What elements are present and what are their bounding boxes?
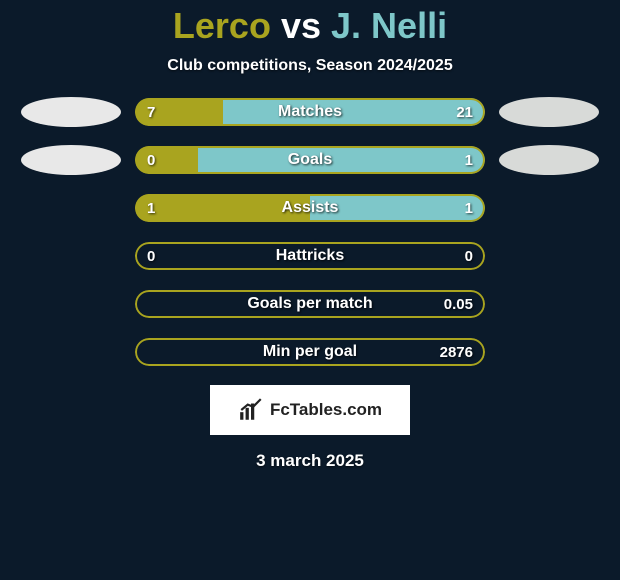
stat-bar: 11Assists [135,194,485,222]
subtitle: Club competitions, Season 2024/2025 [0,57,620,75]
stat-row: 11Assists [0,193,620,223]
title: Lerco vs J. Nelli [0,5,620,47]
badge-spacer [21,337,121,367]
badge-spacer [499,241,599,271]
bar-label: Min per goal [135,338,485,366]
badge-spacer [21,193,121,223]
player2-badge [499,97,599,127]
date: 3 march 2025 [0,451,620,471]
badge-spacer [21,289,121,319]
chart-icon [238,397,264,423]
badge-spacer [499,289,599,319]
bar-label: Assists [135,194,485,222]
logo-box[interactable]: FcTables.com [210,385,410,435]
badge-spacer [21,241,121,271]
bar-label: Goals [135,146,485,174]
title-vs: vs [281,5,321,46]
stat-row: 00Hattricks [0,241,620,271]
comparison-widget: Lerco vs J. Nelli Club competitions, Sea… [0,0,620,580]
player1-badge [21,97,121,127]
player2-name: J. Nelli [331,5,447,46]
stat-row: 01Goals [0,145,620,175]
stat-bar: 0.05Goals per match [135,290,485,318]
stat-bar: 00Hattricks [135,242,485,270]
bar-label: Goals per match [135,290,485,318]
stat-row: 2876Min per goal [0,337,620,367]
player1-badge [21,145,121,175]
stat-row: 0.05Goals per match [0,289,620,319]
stat-bar: 01Goals [135,146,485,174]
player2-badge [499,145,599,175]
logo-text: FcTables.com [270,400,382,420]
player1-name: Lerco [173,5,271,46]
badge-spacer [499,337,599,367]
stat-row: 721Matches [0,97,620,127]
bar-label: Hattricks [135,242,485,270]
bar-label: Matches [135,98,485,126]
stat-bar: 2876Min per goal [135,338,485,366]
stat-bar: 721Matches [135,98,485,126]
bars-container: 721Matches 01Goals 11Assists 00Hattricks 0.0… [0,97,620,367]
badge-spacer [499,193,599,223]
